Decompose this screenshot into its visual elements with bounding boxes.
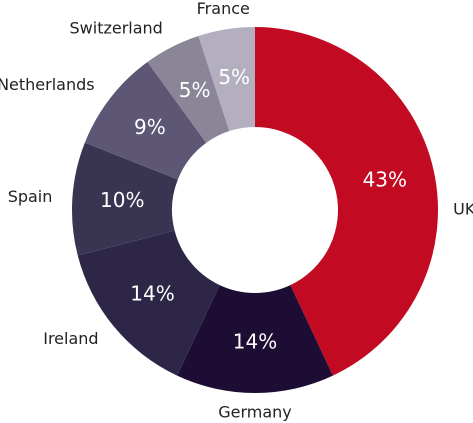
slice — [147, 35, 230, 143]
category-label: France — [197, 0, 250, 18]
slice — [198, 27, 255, 132]
value-label: 10% — [100, 188, 144, 212]
category-label: Spain — [8, 187, 53, 206]
value-label: 9% — [134, 115, 166, 139]
value-label: 5% — [218, 65, 250, 89]
slice — [84, 61, 207, 180]
slice — [77, 230, 220, 376]
value-label: 14% — [233, 330, 277, 354]
category-label: UK — [453, 200, 473, 219]
slice — [72, 142, 178, 256]
value-label: 5% — [179, 78, 211, 102]
category-label: Ireland — [43, 329, 98, 348]
slice — [255, 27, 438, 376]
slice — [177, 285, 333, 393]
value-label: 14% — [130, 281, 174, 305]
category-label: Netherlands — [0, 75, 95, 94]
category-label: Germany — [218, 403, 292, 422]
value-label: 43% — [363, 167, 407, 191]
category-label: Switzerland — [70, 19, 163, 38]
